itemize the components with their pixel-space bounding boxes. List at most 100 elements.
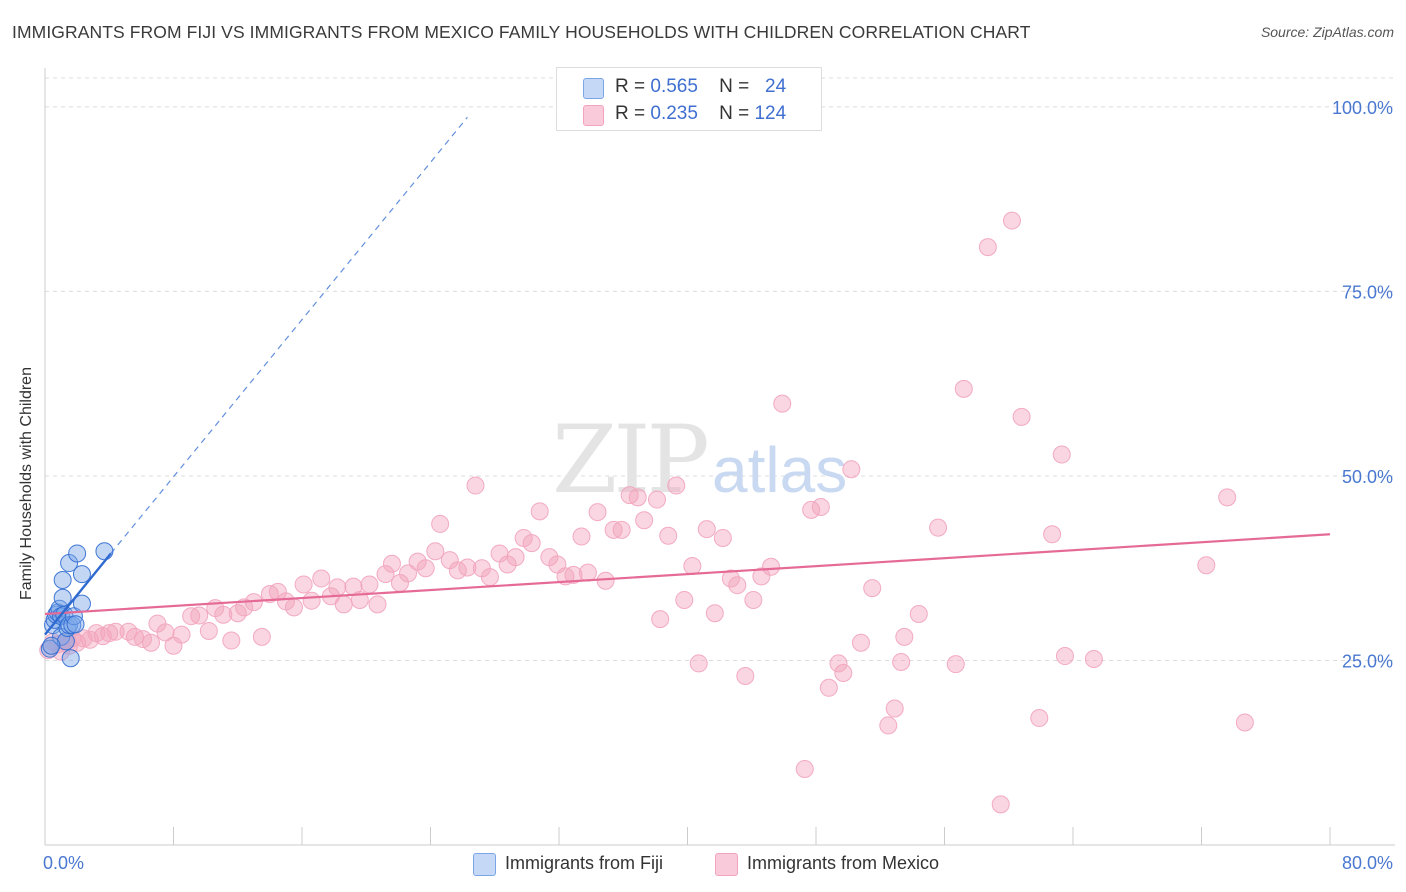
mexico-point xyxy=(744,590,763,609)
mexico-point xyxy=(1002,211,1021,230)
mexico-point xyxy=(795,759,814,778)
y-tick-label: 25.0% xyxy=(1342,651,1393,671)
mexico-point xyxy=(978,238,997,257)
mexico-point xyxy=(879,716,898,735)
mexico-point xyxy=(1084,650,1103,668)
mexico-point xyxy=(683,557,702,575)
mexico-point xyxy=(399,564,418,583)
mexico-point xyxy=(572,527,591,546)
legend-text-fiji: R = 0.565 N = 24 xyxy=(615,76,786,98)
mexico-point xyxy=(713,528,732,547)
mexico-point xyxy=(667,476,686,495)
mexico-point xyxy=(302,591,321,610)
n-label: N = xyxy=(719,103,750,124)
mexico-point xyxy=(773,394,792,413)
mexico-point xyxy=(458,558,477,577)
mexico-point xyxy=(954,379,973,398)
mexico-point xyxy=(252,627,271,646)
mexico-point xyxy=(851,633,870,652)
mexico-point xyxy=(328,578,347,597)
mexico-legend-swatch xyxy=(715,853,738,876)
mexico-point xyxy=(892,652,911,671)
correlation-legend: R = 0.565 N = 24 R = 0.235 N = 124 xyxy=(556,67,822,131)
fiji-point xyxy=(68,544,87,563)
trend-lines xyxy=(44,116,1331,636)
fiji-trend-line xyxy=(44,552,112,636)
source-credit: Source: ZipAtlas.com xyxy=(1260,24,1394,40)
mexico-swatch xyxy=(583,105,604,126)
fiji-swatch xyxy=(583,78,604,99)
mexico-point xyxy=(612,520,631,539)
mexico-point xyxy=(522,534,541,553)
tick-labels: 25.0% 50.0% 75.0% 100.0% 0.0% 80.0% xyxy=(43,98,1393,873)
mexico-point xyxy=(190,606,209,625)
mexico-point xyxy=(895,627,914,646)
fiji-point xyxy=(95,542,114,561)
legend-text-mexico: R = 0.235 N = 124 xyxy=(615,103,786,125)
series-mexico xyxy=(39,211,1254,814)
mexico-point xyxy=(426,542,445,561)
mexico-trend-line xyxy=(44,533,1331,616)
mexico-point xyxy=(284,598,303,617)
fiji-point xyxy=(53,571,72,590)
fiji-legend-label: Immigrants from Fiji xyxy=(505,853,664,873)
fiji-point xyxy=(40,639,59,658)
mexico-point xyxy=(156,623,175,642)
fiji-point xyxy=(42,636,61,655)
mexico-point xyxy=(1235,713,1254,732)
y-tick-label: 75.0% xyxy=(1342,282,1393,302)
mexico-point xyxy=(222,631,241,650)
mexico-point xyxy=(705,604,724,623)
mexico-point xyxy=(334,595,353,614)
mexico-point xyxy=(762,557,781,576)
mexico-point xyxy=(651,610,670,629)
r-value-mexico: 0.235 xyxy=(650,103,698,124)
mexico-point xyxy=(530,502,549,521)
mexico-point xyxy=(416,559,435,578)
mexico-point xyxy=(819,678,838,697)
mexico-point xyxy=(360,575,379,594)
mexico-point xyxy=(100,624,119,643)
watermark-zip: ZIP xyxy=(552,406,706,515)
mexico-point xyxy=(929,518,948,537)
mexico-point xyxy=(635,511,654,530)
x-tick-label-max: 80.0% xyxy=(1342,853,1393,873)
mexico-point xyxy=(480,568,499,587)
mexico-point xyxy=(466,476,485,495)
fiji-legend-swatch xyxy=(473,853,496,876)
y-tick-label: 50.0% xyxy=(1342,467,1393,487)
n-value-mexico: 124 xyxy=(754,103,787,124)
mexico-point xyxy=(752,567,771,586)
mexico-point xyxy=(142,633,161,652)
mexico-point xyxy=(728,576,747,595)
mexico-point xyxy=(1030,709,1049,728)
fiji-point xyxy=(72,565,91,584)
axes xyxy=(44,68,1395,846)
mexico-point xyxy=(564,565,583,584)
mexico-point xyxy=(946,655,965,674)
mexico-point xyxy=(1052,445,1071,464)
y-tick-label: 100.0% xyxy=(1332,98,1393,118)
mexico-point xyxy=(885,699,904,718)
mexico-point xyxy=(811,497,830,516)
mexico-point xyxy=(1055,647,1074,666)
fiji-point xyxy=(61,649,80,668)
n-label: N = xyxy=(719,76,750,97)
mexico-point xyxy=(1218,488,1237,507)
r-value-fiji: 0.565 xyxy=(650,76,698,97)
mexico-point xyxy=(689,654,708,673)
mexico-point xyxy=(909,604,928,623)
n-value-fiji: 24 xyxy=(765,76,787,97)
mexico-point xyxy=(172,625,191,644)
mexico-point xyxy=(991,795,1010,814)
mexico-point xyxy=(106,622,125,641)
watermark: ZIP atlas xyxy=(552,406,847,515)
mexico-point xyxy=(312,569,331,588)
mexico-point xyxy=(829,654,848,673)
mexico-point xyxy=(863,579,882,598)
mexico-point xyxy=(659,526,678,545)
mexico-point xyxy=(588,503,607,522)
mexico-point xyxy=(1197,556,1216,575)
mexico-point xyxy=(382,554,401,573)
